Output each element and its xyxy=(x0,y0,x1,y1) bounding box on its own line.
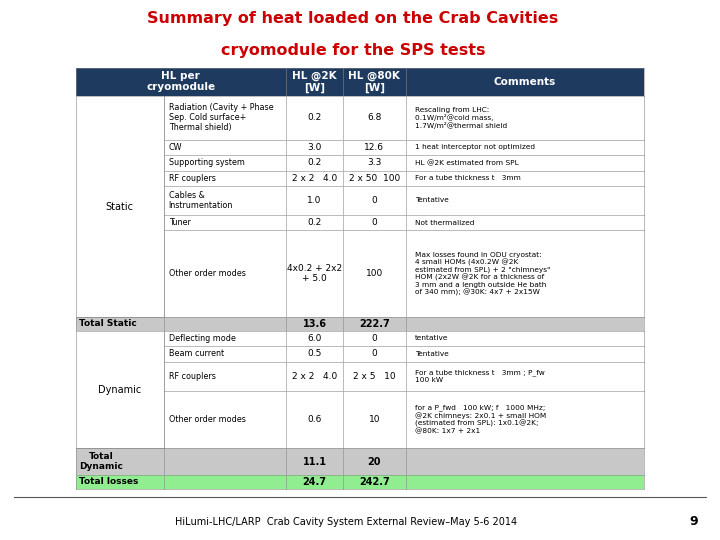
Text: Dynamic: Dynamic xyxy=(98,384,141,395)
Text: 2 x 2   4.0: 2 x 2 4.0 xyxy=(292,174,337,183)
Text: Rescaling from LHC:
0.1W/m²@cold mass,
1.7W/m²@thermal shield: Rescaling from LHC: 0.1W/m²@cold mass, 1… xyxy=(415,107,507,129)
Text: 6.0: 6.0 xyxy=(307,334,322,343)
Text: 242.7: 242.7 xyxy=(359,477,390,487)
Text: 0: 0 xyxy=(372,349,377,359)
Text: Comments: Comments xyxy=(494,77,556,87)
Text: RF couplers: RF couplers xyxy=(168,174,215,183)
Text: Supporting system: Supporting system xyxy=(168,158,245,167)
Text: CW: CW xyxy=(168,143,182,152)
Text: Tuner: Tuner xyxy=(168,218,191,227)
Text: RF couplers: RF couplers xyxy=(168,372,215,381)
Text: Static: Static xyxy=(106,201,134,212)
Text: 0: 0 xyxy=(372,334,377,343)
Text: 2 x 5   10: 2 x 5 10 xyxy=(353,372,395,381)
Text: Max losses found in ODU cryostat:
4 small HOMs (4x0.2W @2K
estimated from SPL) +: Max losses found in ODU cryostat: 4 smal… xyxy=(415,252,551,296)
Text: Cables &
Instrumentation: Cables & Instrumentation xyxy=(168,191,233,210)
Text: 3.0: 3.0 xyxy=(307,143,322,152)
Text: Not thermalized: Not thermalized xyxy=(415,220,474,226)
Text: Tentative: Tentative xyxy=(415,198,449,204)
Text: 6.8: 6.8 xyxy=(367,113,382,123)
Text: cryomodule for the SPS tests: cryomodule for the SPS tests xyxy=(220,43,485,58)
Text: Summary of heat loaded on the Crab Cavities: Summary of heat loaded on the Crab Cavit… xyxy=(147,11,559,26)
Text: HL @2K estimated from SPL: HL @2K estimated from SPL xyxy=(415,159,519,166)
Text: 0.2: 0.2 xyxy=(307,113,322,123)
Text: 2 x 2   4.0: 2 x 2 4.0 xyxy=(292,372,337,381)
Text: Beam current: Beam current xyxy=(168,349,224,359)
Text: HL per
cryomodule: HL per cryomodule xyxy=(146,71,215,92)
Text: 0.5: 0.5 xyxy=(307,349,322,359)
Text: 1 heat interceptor not optimized: 1 heat interceptor not optimized xyxy=(415,144,535,150)
Text: Other order modes: Other order modes xyxy=(168,269,246,278)
Text: 0: 0 xyxy=(372,218,377,227)
Text: Radiation (Cavity + Phase
Sep. Cold surface+
Thermal shield): Radiation (Cavity + Phase Sep. Cold surf… xyxy=(168,103,274,132)
Text: 11.1: 11.1 xyxy=(302,457,326,467)
Text: HiLumi-LHC/LARP  Crab Cavity System External Review–May 5-6 2014: HiLumi-LHC/LARP Crab Cavity System Exter… xyxy=(174,517,517,526)
Text: 0: 0 xyxy=(372,196,377,205)
Text: 13.6: 13.6 xyxy=(302,319,326,329)
Text: Deflecting mode: Deflecting mode xyxy=(168,334,235,343)
Text: Total
Dynamic: Total Dynamic xyxy=(79,453,123,471)
Text: Other order modes: Other order modes xyxy=(168,415,246,424)
Text: 2 x 50  100: 2 x 50 100 xyxy=(348,174,400,183)
Text: tentative: tentative xyxy=(415,335,449,341)
Text: 3.3: 3.3 xyxy=(367,158,382,167)
Text: 1.0: 1.0 xyxy=(307,196,322,205)
Text: For a tube thickness t   3mm ; P_fw
100 kW: For a tube thickness t 3mm ; P_fw 100 kW xyxy=(415,369,545,383)
Text: Total losses: Total losses xyxy=(79,477,138,487)
Text: 0.2: 0.2 xyxy=(307,218,322,227)
Text: For a tube thickness t   3mm: For a tube thickness t 3mm xyxy=(415,176,521,181)
Text: 0.2: 0.2 xyxy=(307,158,322,167)
Text: HL @80K
[W]: HL @80K [W] xyxy=(348,71,400,93)
Text: for a P_fwd   100 kW; f   1000 MHz;
@2K chimneys: 2x0.1 + small HOM
(estimated f: for a P_fwd 100 kW; f 1000 MHz; @2K chim… xyxy=(415,404,546,434)
Text: 12.6: 12.6 xyxy=(364,143,384,152)
Text: 10: 10 xyxy=(369,415,380,424)
Text: 24.7: 24.7 xyxy=(302,477,326,487)
Text: 20: 20 xyxy=(367,457,381,467)
Text: 9: 9 xyxy=(690,515,698,528)
Text: 0.6: 0.6 xyxy=(307,415,322,424)
Text: Tentative: Tentative xyxy=(415,351,449,357)
Text: 222.7: 222.7 xyxy=(359,319,390,329)
Text: HL @2K
[W]: HL @2K [W] xyxy=(292,71,337,93)
Text: Total Static: Total Static xyxy=(79,320,137,328)
Text: 4x0.2 + 2x2
+ 5.0: 4x0.2 + 2x2 + 5.0 xyxy=(287,264,342,284)
Text: 100: 100 xyxy=(366,269,383,278)
